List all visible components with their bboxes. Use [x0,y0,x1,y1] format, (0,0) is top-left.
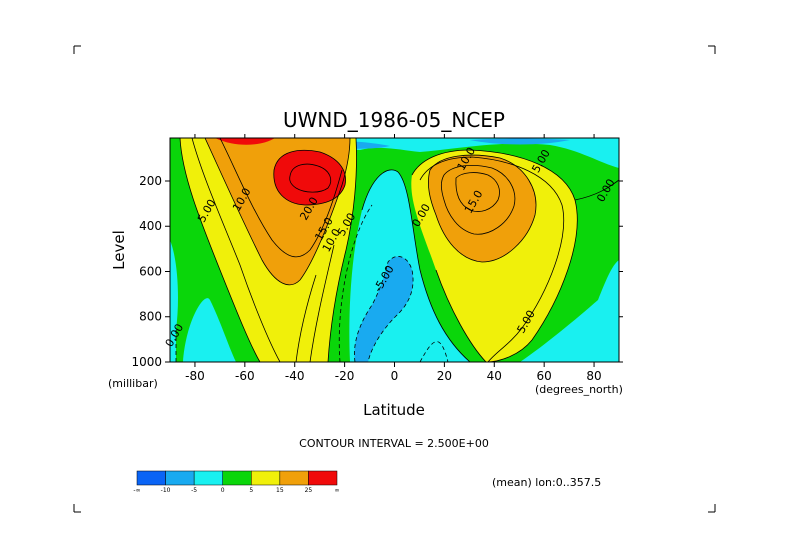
y-unit-label: (millibar) [108,377,158,390]
crop-mark-top-right [708,45,716,54]
contour-interval-text: CONTOUR INTERVAL = 2.500E+00 [299,437,489,450]
contour-line [309,244,335,362]
colorbar-swatch [193,470,223,486]
colorbar-swatch [165,470,195,486]
contour-line [289,163,332,193]
contour-line [428,154,537,263]
band-25-up-south-jet [273,150,346,205]
band-neg5-0-north [520,260,619,362]
y-tick-label: 200 [139,174,162,188]
colorbar: -∞ -10 -5 0 5 15 25 ∞ [133,470,340,494]
contour-line [191,138,281,362]
contour-line [361,169,399,211]
x-tick-label: -40 [285,369,305,383]
contour-line [219,138,343,258]
colorbar-swatch [222,470,252,486]
y-axis: 200 400 600 800 1000 [131,174,623,369]
contour-line-dashed [354,256,414,362]
x-axis: -80 -60 -40 -20 0 20 40 60 80 [185,134,602,383]
colorbar-swatch [308,470,338,486]
contour-line [455,172,500,212]
crop-mark-bottom-left [73,504,81,513]
band-neg5-0-south-surface [183,298,236,362]
contour-line [179,138,261,362]
mean-note: (mean) lon:0..357.5 [492,476,601,489]
band-25-up-south-top [215,138,275,145]
contour-line [273,149,346,206]
colorbar-tick-label: -∞ [133,487,140,494]
x-tick-label: 0 [391,369,399,383]
band-15-25-north-jet [428,155,536,262]
colorbar-tick-label: 15 [276,487,284,494]
contour-line-dashed [338,204,373,362]
colorbar-tick-label: -10 [161,487,171,494]
contour-lines [179,138,619,362]
chart-title: UWND_1986-05_NCEP [283,108,505,132]
colorbar-swatch [279,470,309,486]
crop-mark-top-left [73,45,81,54]
contour-line [419,156,565,362]
y-axis-label: Level [110,230,128,270]
x-tick-label: 20 [437,369,452,383]
x-tick-label: 60 [537,369,552,383]
contour-line [295,274,317,362]
crop-mark-bottom-right [708,504,716,513]
contour-line [574,179,619,201]
colorbar-tick-label: ∞ [335,487,340,494]
contour-line-dashed [419,341,449,362]
x-unit-label: (degrees_north) [535,383,623,396]
colorbar-tick-label: 5 [249,487,253,494]
x-tick-label: 40 [487,369,502,383]
y-tick-label: 400 [139,219,162,233]
colorbar-swatch [251,470,281,486]
contour-line [435,269,487,362]
colorbar-tick-label: -5 [191,487,197,494]
contour-line [204,138,351,286]
contour-line [440,164,516,235]
crop-marks [73,45,716,513]
x-tick-label: -80 [185,369,205,383]
y-tick-label: 600 [139,264,162,278]
y-tick-label: 1000 [131,355,162,369]
colorbar-tick-label: 0 [221,487,225,494]
y-tick-label: 800 [139,310,162,324]
contour-line [327,138,357,362]
colorbar-tick-label: 25 [305,487,313,494]
band-neg10-neg5-equator [354,256,414,362]
x-axis-label: Latitude [363,401,425,419]
x-tick-label: -20 [335,369,355,383]
colorbar-swatch [136,470,166,486]
contour-lines-negative [175,204,449,362]
contour-line [397,171,471,362]
x-tick-label: -60 [235,369,255,383]
x-tick-label: 80 [586,369,601,383]
band-neg10-neg5-top2 [470,138,570,145]
